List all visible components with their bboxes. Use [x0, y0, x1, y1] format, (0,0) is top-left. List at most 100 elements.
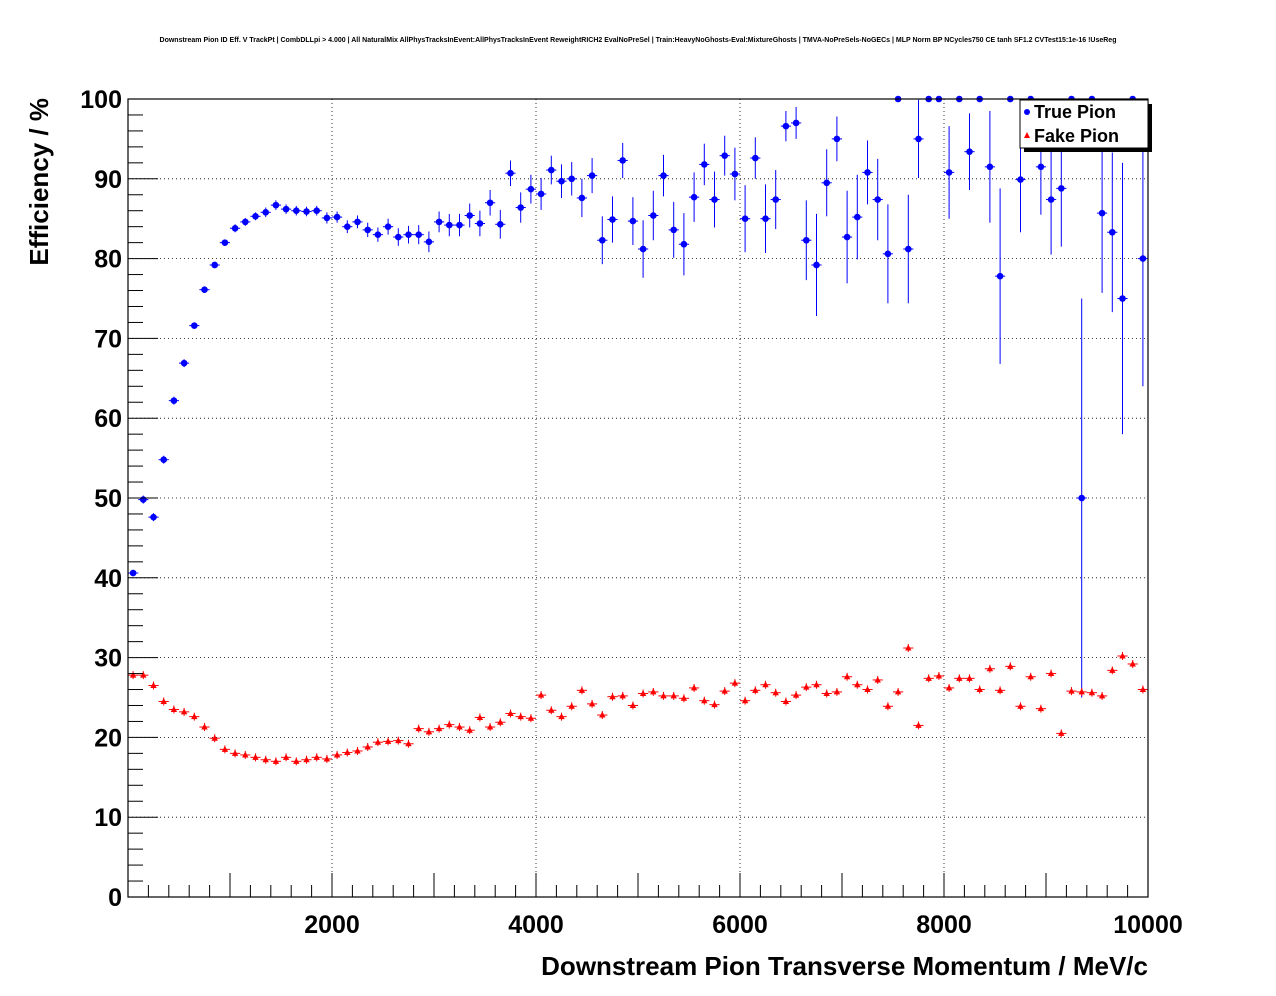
- data-point: [556, 164, 567, 198]
- data-point: [648, 687, 659, 696]
- point-marker: [1017, 176, 1024, 183]
- point-marker: [996, 686, 1004, 693]
- point-marker: [854, 681, 861, 688]
- point-marker: [456, 221, 463, 229]
- point-marker: [313, 753, 320, 760]
- point-marker: [945, 684, 953, 691]
- data-point: [760, 184, 771, 254]
- point-marker: [150, 513, 157, 521]
- data-point: [281, 204, 292, 214]
- data-point: [423, 231, 434, 253]
- data-point: [352, 746, 363, 755]
- data-point: [801, 200, 812, 281]
- point-marker: [915, 721, 922, 728]
- data-point: [219, 239, 230, 246]
- point-marker: [435, 218, 443, 226]
- data-point: [179, 707, 190, 716]
- point-marker: [446, 221, 453, 229]
- data-point: [862, 140, 873, 205]
- point-marker: [425, 238, 433, 246]
- data-point: [209, 734, 220, 743]
- point-marker: [527, 185, 535, 193]
- point-marker: [262, 209, 270, 216]
- data-point: [1046, 669, 1057, 678]
- legend-label-true-pion: True Pion: [1034, 102, 1116, 122]
- data-point: [750, 686, 761, 695]
- point-marker: [537, 190, 545, 198]
- data-point: [301, 206, 312, 217]
- x-tick-label: 8000: [916, 911, 972, 939]
- grid-lines: [128, 98, 1149, 898]
- point-marker: [1109, 228, 1116, 236]
- point-marker: [476, 713, 484, 720]
- point-marker: [915, 135, 922, 143]
- point-marker: [323, 214, 331, 222]
- point-marker: [548, 706, 555, 713]
- y-tick-label: 0: [108, 884, 122, 912]
- data-point: [383, 218, 394, 235]
- point-marker: [537, 691, 545, 698]
- data-point: [780, 697, 791, 706]
- data-point: [495, 209, 506, 239]
- point-marker: [313, 207, 321, 215]
- point-marker: [792, 691, 800, 698]
- data-point: [403, 225, 414, 244]
- data-point: [638, 689, 649, 698]
- data-point: [1005, 662, 1016, 671]
- point-marker: [466, 726, 473, 733]
- point-marker: [1139, 686, 1147, 693]
- data-point: [719, 687, 730, 696]
- data-point: [189, 712, 200, 721]
- data-point: [740, 185, 751, 253]
- y-tick-label: 10: [94, 804, 122, 832]
- data-point: [1015, 702, 1026, 711]
- data-point: [821, 149, 832, 217]
- data-point: [158, 697, 169, 706]
- data-point: [525, 714, 536, 723]
- point-marker: [874, 196, 881, 203]
- point-marker: [354, 218, 361, 226]
- point-marker: [211, 734, 218, 741]
- data-point: [852, 680, 863, 689]
- data-point: [882, 702, 893, 711]
- point-marker: [1088, 689, 1096, 696]
- point-marker: [211, 261, 218, 269]
- data-point: [240, 750, 251, 759]
- point-marker: [588, 700, 596, 707]
- data-point: [1137, 685, 1148, 694]
- data-point: [464, 726, 475, 735]
- point-marker: [731, 170, 739, 178]
- data-point: [760, 680, 771, 689]
- point-marker: [986, 163, 994, 171]
- data-point: [168, 396, 179, 405]
- data-point: [362, 742, 373, 751]
- point-marker: [823, 690, 830, 697]
- y-axis-ticks: 0 10 20 30 40 50 60 70 80 90 100: [80, 86, 158, 912]
- point-marker: [129, 671, 137, 678]
- x-tick-label: 4000: [508, 911, 564, 939]
- data-point: [352, 215, 363, 229]
- point-marker: [629, 217, 637, 225]
- point-marker: [282, 205, 290, 213]
- point-marker: [741, 215, 749, 222]
- data-point: [882, 204, 893, 304]
- y-tick-label: 100: [80, 86, 122, 114]
- point-marker: [833, 135, 841, 143]
- data-point: [729, 679, 740, 688]
- point-marker: [1139, 255, 1147, 262]
- y-tick-label: 90: [94, 166, 122, 194]
- data-point: [372, 738, 383, 747]
- data-point: [566, 702, 577, 711]
- point-marker: [405, 740, 412, 747]
- data-point: [678, 213, 689, 276]
- point-marker: [721, 687, 728, 694]
- point-marker: [731, 679, 739, 686]
- point-marker: [884, 702, 892, 709]
- point-marker: [823, 179, 830, 187]
- data-point: [913, 721, 924, 730]
- series-fake-pion: [128, 644, 1148, 766]
- data-point: [230, 749, 241, 758]
- data-point: [729, 147, 740, 201]
- point-marker: [354, 747, 361, 754]
